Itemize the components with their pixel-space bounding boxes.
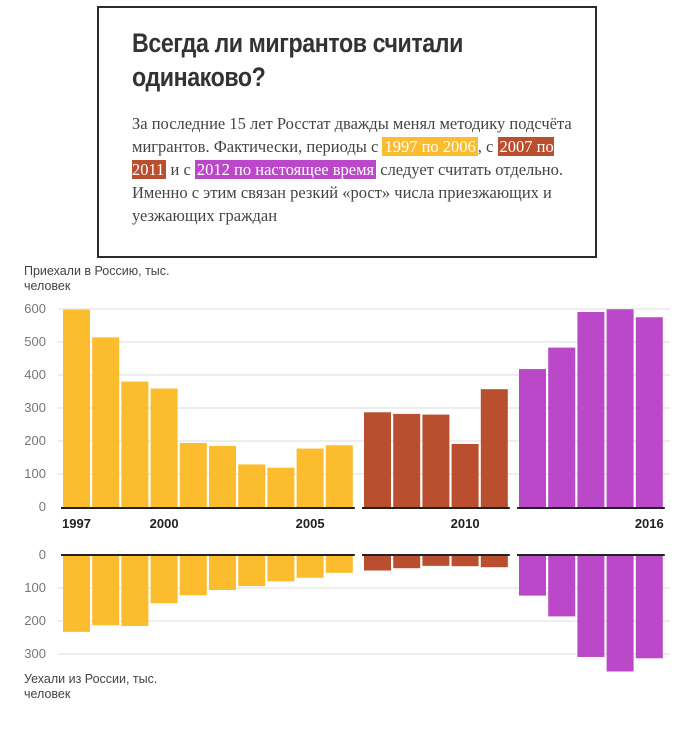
arrival-bar [422, 414, 450, 507]
intro-description: За последние 15 лет Росстат дважды менял… [132, 112, 572, 227]
departure-bar [325, 555, 353, 573]
arrival-bar [150, 388, 178, 507]
departure-bar [480, 555, 508, 568]
departures-tick-label: 0 [39, 547, 46, 562]
arrivals-tick-label: 0 [39, 499, 46, 514]
arrival-bar [209, 445, 236, 507]
arrival-bar [548, 347, 576, 507]
arrival-bar [325, 445, 353, 507]
arrival-bar [451, 443, 479, 507]
arrival-bar [267, 467, 295, 507]
departure-bar [92, 555, 120, 626]
departure-bar [238, 555, 266, 587]
departure-bar [451, 555, 479, 567]
title-line-1: Всегда ли мигрантов считали [132, 28, 463, 58]
departure-bar [393, 555, 421, 569]
arrival-bar [364, 412, 391, 507]
departure-bar [364, 555, 391, 571]
desc-text-4: следует считать отдельно. Именно с этим … [132, 160, 563, 225]
arrival-bar [121, 381, 149, 507]
departure-bar [577, 555, 605, 657]
departure-bar [121, 555, 149, 626]
arrivals-tick-label: 300 [24, 400, 46, 415]
arrivals-tick-label: 500 [24, 334, 46, 349]
departure-bar [635, 555, 663, 659]
departures-tick-label: 100 [24, 580, 46, 595]
departures-axis-label: Уехали из России, тыс. человек [24, 672, 158, 701]
page-title: Всегда ли мигрантов считали одинаково? [132, 26, 510, 94]
departures-tick-label: 200 [24, 613, 46, 628]
arrival-bar [393, 413, 421, 507]
arrival-bar [635, 317, 663, 507]
departure-bar [422, 555, 450, 566]
departure-bar [296, 555, 324, 578]
period-3-highlight: 2012 по настоящее время [194, 160, 377, 179]
intro-box: Всегда ли мигрантов считали одинаково? З… [97, 6, 597, 258]
arrivals-tick-label: 100 [24, 466, 46, 481]
departure-bar [209, 555, 236, 590]
year-tick-label: 2000 [150, 516, 179, 531]
departure-bar [63, 555, 90, 632]
desc-text-1: За последние 15 лет Росстат дважды менял… [132, 114, 572, 156]
desc-text-3: и с [166, 160, 195, 179]
arrival-bar [577, 311, 605, 507]
period-1-highlight: 1997 по 2006 [382, 137, 478, 156]
arrival-bar [92, 337, 120, 507]
year-tick-label: 1997 [62, 516, 91, 531]
departure-bar [150, 555, 178, 604]
arrival-bar [296, 448, 324, 507]
title-line-2: одинаково? [132, 62, 266, 92]
arrival-bar [606, 309, 634, 507]
arrival-bar [519, 369, 546, 507]
departure-bar [267, 555, 295, 582]
year-tick-label: 2005 [296, 516, 325, 531]
arrival-bar [238, 464, 266, 507]
arrival-bar [179, 442, 207, 507]
arrivals-tick-label: 600 [24, 301, 46, 316]
arrival-bar [63, 309, 90, 507]
year-tick-label: 2010 [451, 516, 480, 531]
arrivals-tick-label: 200 [24, 433, 46, 448]
departures-tick-label: 300 [24, 646, 46, 661]
departure-bar [548, 555, 576, 617]
arrivals-axis-label: Приехали в Россию, тыс. человек [24, 264, 170, 293]
departure-bar [519, 555, 546, 596]
arrivals-tick-label: 400 [24, 367, 46, 382]
departure-bar [179, 555, 207, 596]
year-tick-label: 2016 [635, 516, 664, 531]
departure-bar [606, 555, 634, 672]
desc-text-2: , с [477, 137, 498, 156]
arrival-bar [480, 389, 508, 507]
